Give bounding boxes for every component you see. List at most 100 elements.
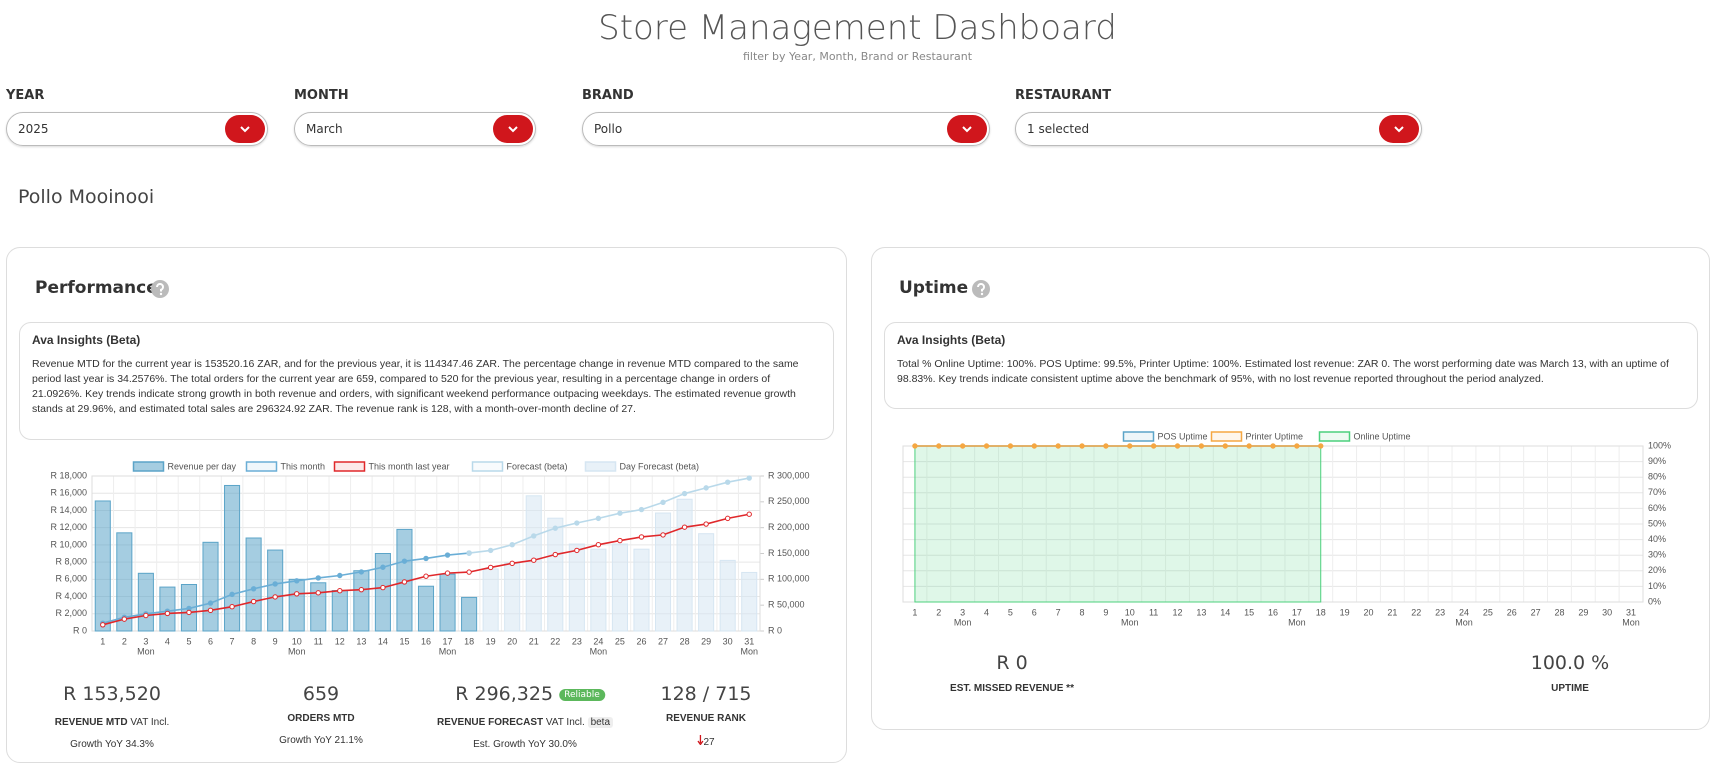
kpi-label: EST. MISSED REVENUE ** xyxy=(950,683,1074,694)
kpi-label: REVENUE MTD VAT Incl. xyxy=(55,717,169,728)
point xyxy=(207,607,214,614)
point xyxy=(574,520,580,526)
x-tick-label: 16 xyxy=(421,636,431,646)
y-tick-label: 40% xyxy=(1648,534,1666,544)
y-tick-label: 100% xyxy=(1648,440,1671,450)
beta-tag: beta xyxy=(587,717,614,728)
point xyxy=(531,533,537,539)
kpi-note-text: 27 xyxy=(703,737,715,748)
point xyxy=(380,564,386,570)
x-tick-label: 26 xyxy=(1507,607,1517,617)
legend-swatch xyxy=(132,461,165,472)
insights-box: Ava Insights (Beta) Revenue MTD for the c… xyxy=(19,322,834,440)
point xyxy=(1150,443,1157,449)
point xyxy=(444,570,451,576)
reliable-badge: Reliable xyxy=(559,688,605,701)
dropdown-button[interactable] xyxy=(947,115,987,143)
dropdown-button[interactable] xyxy=(493,115,533,143)
x-tick-label: 10 xyxy=(1125,607,1135,617)
restaurant-select[interactable]: 1 selected xyxy=(1015,112,1422,146)
point xyxy=(250,598,257,605)
x-day-label: Mon xyxy=(137,646,155,656)
y-tick-label: R 4,000 xyxy=(55,591,87,601)
bar xyxy=(267,549,284,632)
point xyxy=(337,588,343,594)
filter-value: March xyxy=(306,122,343,136)
x-tick-label: 3 xyxy=(960,607,965,617)
x-day-label: Mon xyxy=(1455,617,1473,627)
bar xyxy=(288,578,305,632)
x-tick-label: 3 xyxy=(143,636,148,646)
point xyxy=(143,612,149,619)
down-arrow xyxy=(697,735,704,746)
filter-value: Pollo xyxy=(594,122,623,136)
x-tick-label: 31 xyxy=(744,636,754,646)
x-tick-label: 27 xyxy=(658,636,668,646)
y-tick-label: R 6,000 xyxy=(55,574,87,584)
point xyxy=(681,490,688,497)
x-tick-label: 29 xyxy=(701,636,711,646)
help-icon[interactable] xyxy=(971,279,991,299)
x-tick-label: 20 xyxy=(507,636,517,646)
bar xyxy=(676,498,693,632)
point xyxy=(574,547,580,554)
point xyxy=(100,622,106,628)
y2-tick-label: R 300,000 xyxy=(768,470,810,480)
point xyxy=(186,609,192,616)
point xyxy=(724,515,731,522)
y-tick-label: 50% xyxy=(1648,518,1666,528)
y2-tick-label: R 200,000 xyxy=(768,522,810,532)
y-tick-label: R 0 xyxy=(73,625,87,635)
kpi-suffix: VAT Incl. xyxy=(130,717,170,728)
month-select[interactable]: March xyxy=(294,112,536,146)
point xyxy=(466,569,472,575)
point xyxy=(1174,443,1181,449)
bar xyxy=(504,562,521,632)
legend-label: POS Uptime xyxy=(1158,431,1208,441)
x-day-label: Mon xyxy=(1622,617,1640,627)
x-tick-label: 17 xyxy=(443,636,453,646)
x-tick-label: 15 xyxy=(1244,607,1254,617)
page-title: Store Management Dashboard xyxy=(598,8,1117,48)
kpi-label: UPTIME xyxy=(1551,683,1589,694)
point xyxy=(487,547,494,554)
kpi-value: R 153,520 xyxy=(63,683,161,705)
year-select[interactable]: 2025 xyxy=(6,112,268,146)
legend-label: Forecast (beta) xyxy=(507,461,568,471)
point xyxy=(703,521,709,527)
kpi-value: 659 xyxy=(302,683,340,705)
x-tick-label: 23 xyxy=(572,636,582,646)
y-tick-label: 90% xyxy=(1648,456,1666,466)
dropdown-button[interactable] xyxy=(225,115,265,143)
x-tick-label: 13 xyxy=(1196,607,1206,617)
bar xyxy=(439,573,456,632)
bar xyxy=(94,500,111,632)
dropdown-button[interactable] xyxy=(1379,115,1419,143)
x-tick-label: 19 xyxy=(1340,607,1350,617)
point xyxy=(444,552,451,558)
point xyxy=(681,524,688,530)
x-tick-label: 5 xyxy=(186,636,191,646)
kpi-value-text: R 296,325 xyxy=(455,683,554,705)
kpi-label-text: REVENUE MTD xyxy=(54,717,128,728)
x-tick-label: 2 xyxy=(936,607,941,617)
point xyxy=(660,532,666,538)
brand-select[interactable]: Pollo xyxy=(582,112,990,146)
point xyxy=(466,550,472,556)
point xyxy=(660,499,666,506)
x-tick-label: 24 xyxy=(1459,607,1469,617)
x-tick-label: 15 xyxy=(399,636,409,646)
kpi-value: R 296,325 Reliable xyxy=(455,683,605,705)
bar xyxy=(568,543,585,632)
point xyxy=(1127,443,1133,449)
x-tick-label: 21 xyxy=(1387,607,1397,617)
legend-label: This month xyxy=(281,461,326,471)
x-tick-label: 27 xyxy=(1531,607,1541,617)
point xyxy=(703,485,709,491)
y-tick-label: R 14,000 xyxy=(50,505,87,515)
x-day-label: Mon xyxy=(1288,617,1306,627)
x-tick-label: 30 xyxy=(1602,607,1612,617)
help-icon[interactable] xyxy=(150,279,170,299)
kpi-suffix: VAT Incl. xyxy=(545,717,585,728)
